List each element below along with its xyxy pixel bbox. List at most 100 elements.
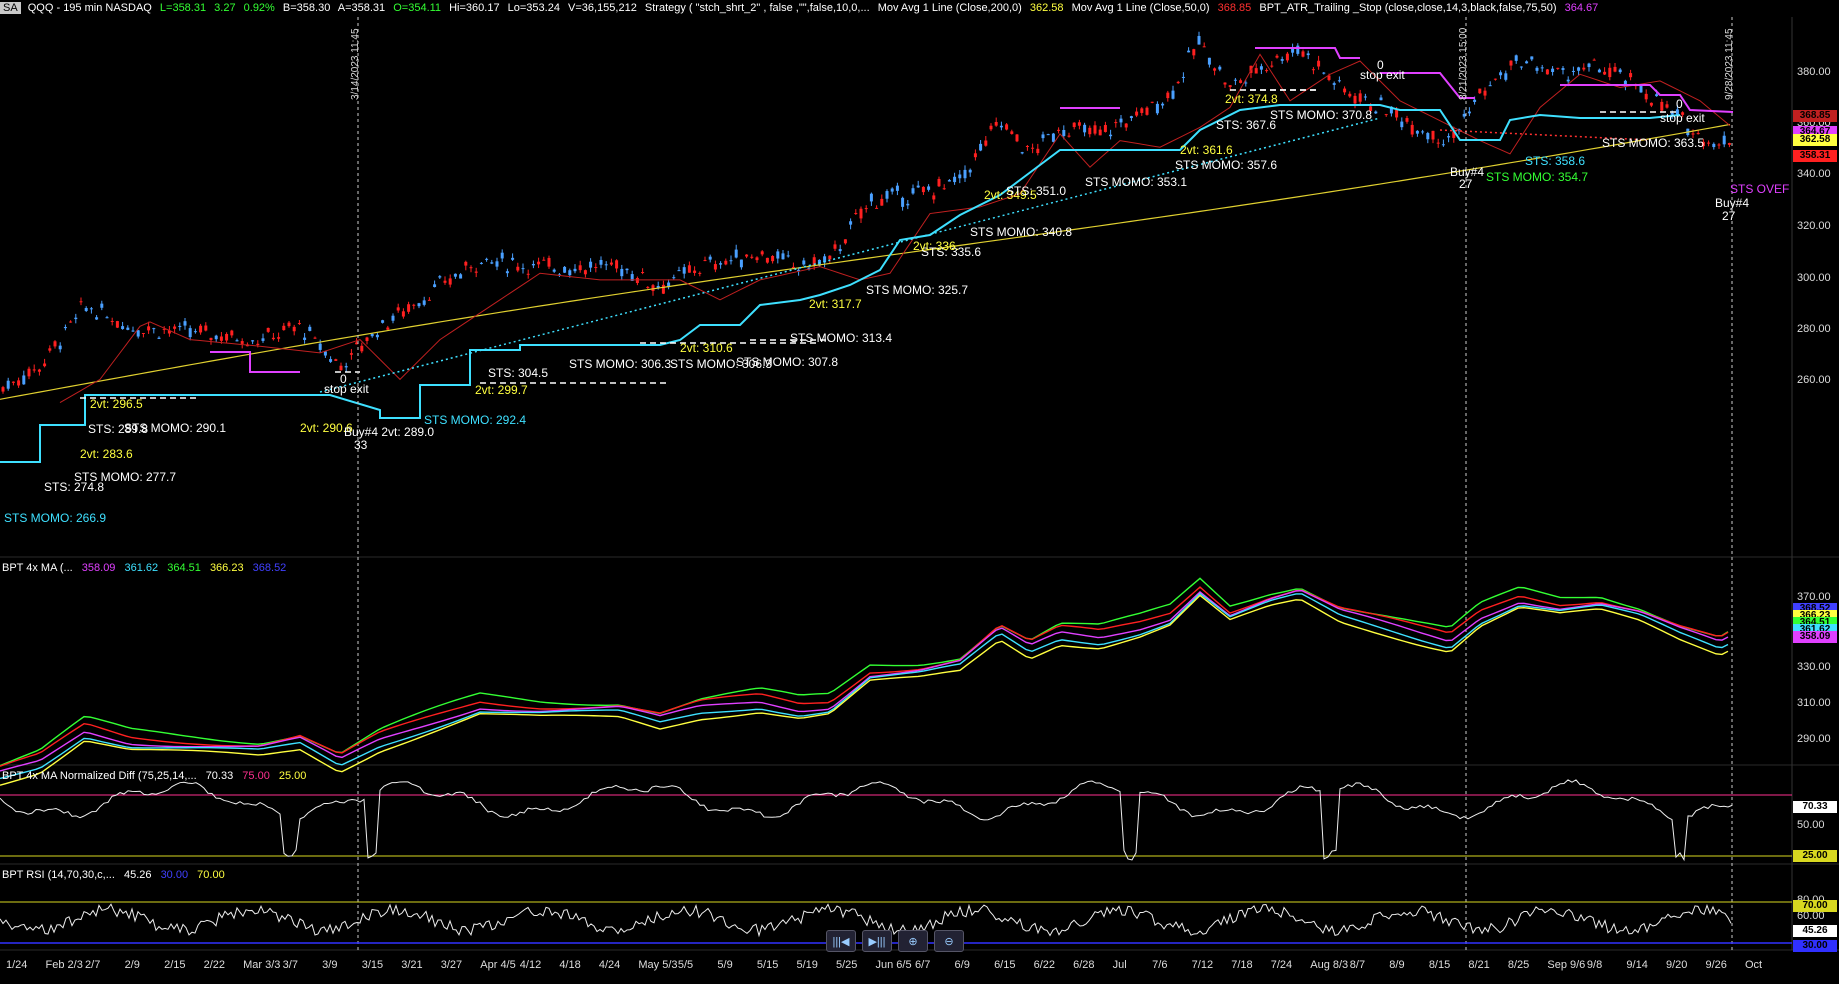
x-axis-label: May 5/3 <box>638 959 678 971</box>
candle-body <box>360 345 364 352</box>
candle-body <box>667 282 671 288</box>
chart-annotation: 2vt: 310.6 <box>680 341 733 355</box>
chart-annotation: STS MOMO: 357.6 <box>1175 158 1278 172</box>
ma50-line <box>59 53 1731 404</box>
chart-annotation: STS MOMO: 325.7 <box>866 283 969 297</box>
candle-body <box>1270 65 1274 67</box>
scroll-left-icon[interactable]: |||◀ <box>826 930 856 952</box>
chart-annotation: 27 <box>1722 209 1736 223</box>
candle-body <box>214 335 218 340</box>
zoom-out-icon[interactable]: ⊖ <box>934 930 964 952</box>
x-axis-label: 4/24 <box>598 959 621 971</box>
rsi-line <box>0 903 1732 938</box>
rsi-pane-value-2: 30.00 <box>160 869 189 881</box>
candle-body <box>308 326 312 331</box>
candle-body <box>1072 122 1076 128</box>
candle-body <box>365 337 369 341</box>
candle-body <box>391 315 395 321</box>
candle-body <box>505 271 509 274</box>
chart-annotation: 2vt: 283.6 <box>80 447 133 461</box>
candle-body <box>84 307 88 311</box>
candle-body <box>755 257 759 261</box>
x-axis-label: 8/9 <box>1389 959 1405 971</box>
candle-body <box>734 249 738 258</box>
candle-body <box>713 264 717 270</box>
rsi-pane-label[interactable]: BPT RSI (14,70,30,c,... 45.26 30.00 70.0… <box>2 869 231 881</box>
candle-body <box>1660 101 1664 111</box>
candle-body <box>1452 131 1456 138</box>
candle-body <box>1296 45 1300 54</box>
ma-pane-label[interactable]: BPT 4x MA (... 358.09 361.62 364.51 366.… <box>2 562 292 574</box>
candle-body <box>162 328 166 330</box>
zoom-in-icon[interactable]: ⊕ <box>898 930 928 952</box>
diff-pane-label[interactable]: BPT 4x MA Normalized Diff (75,25,14,... … <box>2 770 312 782</box>
trailing-stop-cyan <box>0 104 1681 463</box>
diff-pane-value-1: 70.33 <box>205 770 234 782</box>
chart-annotation: STS: 304.5 <box>488 366 549 380</box>
candle-body <box>531 263 535 266</box>
low-price: Lo=353.24 <box>507 2 560 14</box>
ma-axis-label: 310.00 <box>1797 697 1831 709</box>
ma-ribbon-line <box>0 594 1729 786</box>
candle-body <box>672 277 676 279</box>
candle-body <box>1124 123 1128 128</box>
candle-body <box>812 257 816 266</box>
ma-ribbon-line <box>0 592 1729 780</box>
x-axis-label: 2/22 <box>203 959 226 971</box>
candle-body <box>979 143 983 151</box>
chart-annotation: 0 <box>340 372 347 386</box>
candle-body <box>1509 60 1513 66</box>
chart-annotation: STS MOMO: 340.8 <box>970 225 1073 239</box>
candle-body <box>188 328 192 338</box>
x-axis-label: Feb 2/3 <box>45 959 83 971</box>
candle-body <box>1535 67 1539 71</box>
candle-body <box>1062 129 1066 137</box>
atr-stop-label[interactable]: BPT_ATR_Trailing _Stop (close,close,14,3… <box>1259 2 1557 14</box>
candle-body <box>1067 135 1071 137</box>
candle-body <box>396 307 400 311</box>
trend-line-red <box>1439 129 1651 141</box>
candle-body <box>53 341 57 347</box>
rsi-axis-label: 60.00 <box>1797 910 1825 922</box>
x-axis-label: 8/15 <box>1428 959 1451 971</box>
candle-body <box>927 186 931 190</box>
candle-body <box>1426 133 1430 140</box>
zoom-toolbar: |||◀ ▶||| ⊕ ⊖ <box>826 930 964 952</box>
trailing-stop-magenta <box>1380 72 1475 99</box>
candle-body <box>235 340 239 342</box>
symbol-tag[interactable]: SA <box>0 2 21 14</box>
candle-body <box>261 338 265 341</box>
ma200-label[interactable]: Mov Avg 1 Line (Close,200,0) <box>877 2 1022 14</box>
candle-body <box>973 153 977 158</box>
candle-body <box>1005 124 1009 130</box>
chart-annotation: stop exit <box>324 382 369 396</box>
candle-body <box>1317 60 1321 67</box>
candle-body <box>58 345 62 350</box>
chart-annotation: STS: 274.8 <box>44 480 105 494</box>
ma50-value: 368.85 <box>1217 2 1252 14</box>
candle-body <box>152 328 156 330</box>
candle-body <box>1618 69 1622 73</box>
candle-body <box>594 266 598 268</box>
candle-body <box>1556 67 1560 69</box>
candle-body <box>1478 88 1482 94</box>
candle-body <box>1597 69 1601 73</box>
candle-body <box>797 269 801 272</box>
candle-body <box>1020 152 1024 154</box>
candle-body <box>1254 68 1258 74</box>
strategy-label[interactable]: Strategy ( "stch_shrt_2" , false ,"",fal… <box>644 2 870 14</box>
ma-pane-value-5: 368.52 <box>252 562 287 574</box>
candle-body <box>1675 109 1679 116</box>
candle-body <box>1197 36 1201 45</box>
candle-body <box>69 321 73 323</box>
ma50-label[interactable]: Mov Avg 1 Line (Close,50,0) <box>1071 2 1210 14</box>
candle-body <box>1083 124 1087 133</box>
x-axis-label: Mar 3/3 <box>243 959 281 971</box>
chart-annotation: STS OVEF <box>1730 182 1790 196</box>
candle-body <box>292 326 296 332</box>
candle-body <box>115 321 119 328</box>
scroll-right-icon[interactable]: ▶||| <box>862 930 892 952</box>
candle-body <box>1670 112 1674 115</box>
diff-pane-title: BPT 4x MA Normalized Diff (75,25,14,... <box>2 770 197 782</box>
